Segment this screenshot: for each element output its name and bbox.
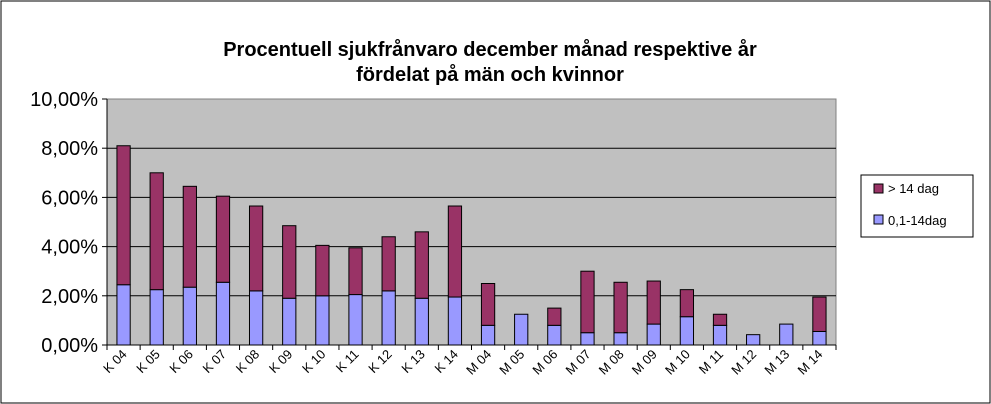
y-tick-label: 6,00% [41,187,98,209]
bar-segment-over-14 [315,244,330,297]
bar-segment-over-14 [248,205,264,292]
legend-swatch-0-14 [873,214,884,225]
chart-title-line2: fördelat på män och kvinnor [356,63,624,86]
bar-segment-over-14 [580,270,595,334]
bar-segment-0-14 [580,332,595,346]
chart-title-line1: Procentuell sjukfrånvaro december månad … [223,38,757,61]
bar-segment-over-14 [547,307,562,326]
y-tick-label: 0,00% [41,335,98,357]
bar-segment-0-14 [480,324,496,346]
bar-segment-0-14 [348,294,363,346]
bar-segment-over-14 [712,313,728,326]
bar-segment-0-14 [116,284,131,346]
bar-segment-0-14 [282,297,297,346]
bar-segment-over-14 [613,281,628,334]
legend: > 14 dag 0,1-14dag [860,174,974,238]
legend-swatch-over-14 [873,183,884,194]
y-axis-ticks: 0,00% 2,00% 4,00% 6,00% 8,00% 10,00% [30,89,107,357]
bar-segment-over-14 [646,280,661,325]
bar-segment-0-14 [746,334,761,346]
y-tick-label: 2,00% [41,286,98,308]
bar-segment-over-14 [149,172,164,291]
bar-segment-0-14 [646,323,661,346]
bars [116,145,827,346]
bar-segment-over-14 [812,296,827,332]
bar-segment-over-14 [182,185,197,288]
bar-segment-0-14 [248,290,264,346]
bar-segment-0-14 [514,313,529,346]
bar-segment-over-14 [116,145,131,286]
bar-segment-0-14 [779,323,794,346]
y-tick-label: 8,00% [41,138,98,160]
bar-segment-over-14 [282,225,297,299]
bar-segment-0-14 [414,297,429,346]
bar-segment-0-14 [182,286,197,346]
y-tick-label: 4,00% [41,237,98,259]
bar-segment-0-14 [315,295,330,346]
bar-segment-over-14 [348,247,363,296]
bar-segment-over-14 [381,236,396,292]
bar-segment-0-14 [381,290,396,346]
bar-segment-over-14 [480,283,496,326]
bar-segment-0-14 [215,281,231,346]
bar-segment-0-14 [712,324,728,346]
bar-segment-0-14 [149,289,164,346]
legend-label-0-14: 0,1-14dag [888,213,947,228]
bar-segment-0-14 [812,330,827,346]
bar-segment-over-14 [679,289,695,318]
bar-segment-over-14 [215,195,231,283]
bar-segment-0-14 [447,296,463,346]
legend-label-over-14: > 14 dag [888,181,939,196]
bar-segment-over-14 [414,231,429,299]
y-tick-label: 10,00% [30,89,98,111]
bar-segment-0-14 [679,316,695,346]
bar-segment-0-14 [613,332,628,346]
bar-segment-over-14 [447,205,463,298]
bar-segment-0-14 [547,324,562,346]
